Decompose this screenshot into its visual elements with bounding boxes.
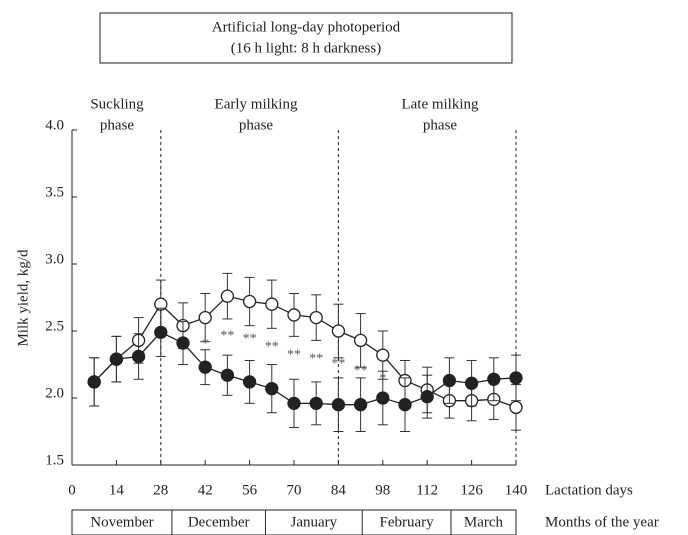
annotation: ** (309, 351, 323, 366)
point (198, 360, 212, 374)
y-tick-label: 3.5 (45, 184, 64, 200)
point (509, 400, 523, 415)
point (87, 375, 101, 389)
point (265, 381, 279, 396)
phase-label: phase (239, 117, 273, 133)
y-tick-label: 2.5 (45, 318, 64, 334)
x-tick-label: 70 (287, 482, 302, 498)
point (287, 308, 301, 322)
annotation: * (379, 371, 386, 386)
title-box (99, 12, 513, 64)
x-tick-label: 98 (375, 482, 390, 498)
annotation: * (202, 337, 209, 352)
point (220, 368, 235, 382)
annotation: ** (354, 363, 368, 378)
series-line (93, 331, 517, 406)
point (376, 391, 390, 405)
phase-label: Suckling (90, 96, 144, 112)
annotation: ** (243, 331, 257, 346)
annotation: ** (331, 357, 345, 372)
point (265, 297, 279, 311)
point (509, 371, 523, 385)
point (376, 348, 390, 362)
y-tick-label: 3.0 (45, 251, 64, 267)
annotation: ** (287, 347, 301, 362)
point (398, 398, 412, 412)
month-label: February (380, 514, 435, 530)
x-tick-label: 28 (153, 482, 168, 498)
point (464, 376, 479, 390)
month-label: March (464, 514, 504, 530)
point (242, 294, 257, 309)
annotation: ** (220, 329, 234, 344)
point (176, 336, 190, 350)
point (109, 352, 124, 366)
phase-label: Early milking (215, 96, 298, 112)
phase-label: phase (100, 117, 134, 133)
title: Artificial long-day photoperiod (212, 19, 401, 35)
point (131, 349, 146, 364)
x-axis-label: Lactation days (545, 482, 633, 498)
point (420, 390, 434, 404)
point (309, 310, 323, 325)
month-label: December (188, 514, 250, 530)
month-label: January (290, 514, 337, 530)
point (487, 372, 501, 386)
x-tick-label: 112 (416, 482, 438, 498)
y-tick-label: 4.0 (45, 117, 64, 133)
x-tick-label: 14 (109, 482, 125, 498)
point (198, 310, 212, 325)
title: (16 h light: 8 h darkness) (231, 40, 381, 56)
y-tick-label: 1.5 (45, 452, 64, 468)
point (287, 396, 301, 411)
x-tick-label: 42 (198, 482, 213, 498)
annotation: ** (265, 339, 279, 354)
y-axis-label: Milk yield, kg/d (15, 249, 31, 347)
months-label: Months of the year (545, 514, 659, 530)
x-tick-label: 84 (331, 482, 347, 498)
x-tick-label: 126 (460, 482, 483, 498)
point (331, 398, 346, 412)
point (442, 373, 457, 388)
point (353, 398, 368, 412)
point (242, 375, 257, 389)
x-tick-label: 56 (242, 482, 258, 498)
phase-label: Late milking (401, 96, 479, 112)
phase-label: phase (423, 117, 457, 133)
point (154, 325, 168, 339)
point (309, 396, 323, 411)
y-tick-label: 2.0 (45, 385, 64, 401)
month-label: November (90, 514, 153, 530)
series-line (93, 295, 517, 408)
point (331, 324, 346, 338)
x-tick-label: 140 (505, 482, 528, 498)
point (220, 289, 235, 303)
point (353, 333, 368, 348)
x-tick-label: 0 (68, 482, 76, 498)
